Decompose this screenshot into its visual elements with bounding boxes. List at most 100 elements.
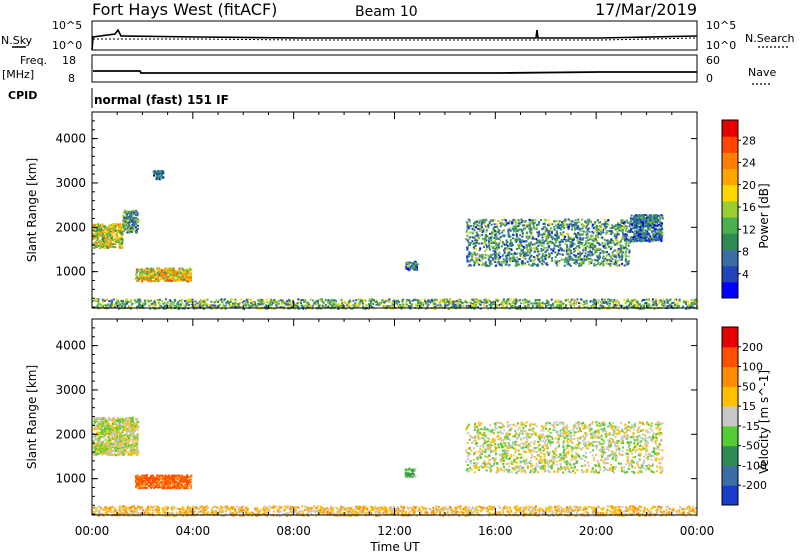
echo-cell	[565, 247, 568, 250]
echo-cell	[696, 300, 699, 303]
echo-cell	[564, 240, 567, 243]
echo-cell	[648, 217, 651, 220]
echo-cell	[491, 241, 494, 244]
echo-cell	[120, 305, 123, 308]
echo-cell	[245, 304, 248, 307]
echo-cell	[518, 244, 520, 247]
echo-cell	[494, 236, 496, 239]
echo-cell	[621, 229, 624, 231]
echo-cell	[552, 249, 555, 252]
echo-cell	[593, 304, 596, 307]
echo-cell	[497, 254, 500, 257]
echo-cell	[169, 305, 172, 308]
echo-cell	[541, 259, 544, 262]
echo-cell	[538, 257, 541, 260]
echo-cell	[508, 227, 511, 230]
echo-cell	[503, 251, 506, 254]
echo-cell	[640, 304, 643, 307]
echo-cell	[110, 223, 113, 226]
echo-cell	[270, 300, 272, 302]
echo-cell	[446, 304, 449, 307]
echo-cell	[607, 219, 610, 221]
echo-cell	[303, 304, 306, 307]
echo-cell	[338, 304, 341, 307]
echo-cell	[529, 244, 532, 247]
echo-cell	[474, 221, 476, 224]
echo-cell	[329, 303, 332, 306]
echo-cell	[487, 224, 490, 227]
echo-cell	[562, 240, 564, 243]
echo-cell	[580, 230, 583, 233]
echo-cell	[605, 232, 608, 234]
echo-cell	[647, 224, 650, 227]
echo-cell	[577, 226, 580, 228]
echo-cell	[119, 226, 122, 229]
echo-cell	[415, 299, 417, 302]
echo-cell	[562, 235, 565, 238]
echo-cell	[617, 253, 620, 256]
echo-cell	[620, 236, 623, 239]
echo-cell	[502, 253, 505, 256]
echo-cell	[554, 237, 557, 240]
echo-cell	[478, 263, 481, 266]
echo-cell	[178, 269, 181, 272]
echo-cell	[97, 302, 100, 305]
echo-cell	[607, 298, 610, 301]
echo-cell	[478, 221, 481, 224]
echo-cell	[608, 242, 611, 245]
echo-cell	[153, 270, 156, 273]
echo-cell	[95, 237, 98, 240]
echo-cell	[149, 274, 152, 277]
echo-cell	[96, 225, 99, 228]
echo-cell	[620, 247, 623, 249]
echo-cell	[180, 269, 183, 272]
echo-cell	[650, 217, 653, 219]
echo-cell	[166, 271, 168, 274]
echo-cell	[141, 277, 143, 280]
echo-cell	[110, 299, 113, 302]
echo-cell	[560, 258, 563, 261]
echo-cell	[488, 264, 491, 267]
echo-cell	[604, 223, 607, 225]
echo-cell	[553, 306, 555, 308]
echo-cell	[492, 231, 495, 234]
echo-cell	[458, 307, 461, 310]
echo-cell	[665, 299, 668, 302]
echo-cell	[485, 218, 488, 221]
echo-cell	[169, 303, 172, 306]
echo-cell	[170, 272, 173, 275]
echo-cell	[569, 219, 572, 222]
echo-cell	[112, 241, 115, 244]
echo-cell	[550, 236, 553, 239]
echo-cell	[485, 239, 488, 242]
echo-cell	[101, 225, 104, 228]
echo-cell	[558, 307, 561, 310]
echo-cell	[349, 301, 352, 304]
echo-cell	[640, 238, 642, 241]
echo-cell	[283, 302, 286, 305]
echo-cell	[628, 303, 631, 306]
echo-cell	[178, 299, 181, 302]
echo-cell	[97, 239, 100, 242]
echo-cell	[136, 305, 139, 308]
echo-cell	[521, 263, 524, 266]
echo-cell	[529, 256, 532, 259]
echo-cell	[320, 298, 323, 301]
echo-cell	[492, 219, 494, 222]
echo-cell	[281, 299, 284, 302]
echo-cell	[494, 250, 497, 253]
echo-cell	[182, 273, 185, 276]
echo-cell	[448, 299, 451, 302]
echo-cell	[579, 263, 582, 266]
echo-cell	[159, 298, 161, 301]
echo-cell	[475, 259, 478, 262]
echo-cell	[179, 276, 182, 279]
echo-cell	[355, 305, 357, 308]
echo-cell	[525, 234, 528, 237]
echo-cell	[493, 226, 495, 229]
echo-cell	[490, 219, 493, 222]
echo-cell	[106, 423, 109, 426]
echo-cell	[521, 229, 524, 232]
echo-cell	[321, 304, 324, 307]
echo-cell	[656, 214, 659, 217]
